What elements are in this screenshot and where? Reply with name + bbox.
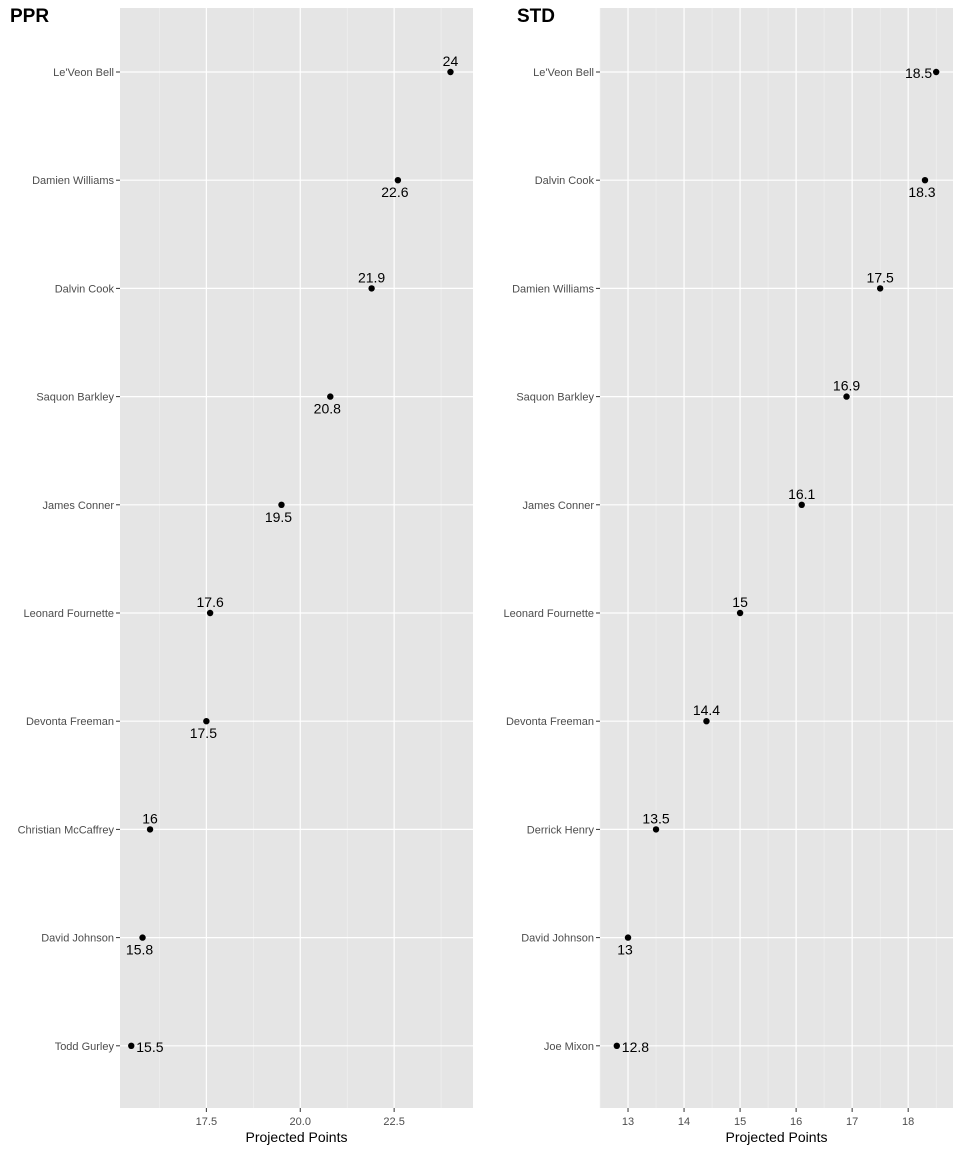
data-label-0-7: 16 bbox=[142, 810, 158, 826]
y-tick-label-0-5: Leonard Fournette bbox=[23, 608, 114, 620]
x-axis-title-1: Projected Points bbox=[726, 1129, 828, 1145]
data-point-0-3 bbox=[327, 393, 334, 400]
data-point-1-3 bbox=[843, 393, 850, 400]
data-point-0-6 bbox=[203, 718, 210, 725]
x-tick-label-1-1: 14 bbox=[678, 1116, 690, 1128]
data-label-1-1: 18.3 bbox=[908, 184, 935, 200]
y-tick-label-1-0: Le'Veon Bell bbox=[533, 67, 594, 79]
data-label-1-5: 15 bbox=[732, 594, 748, 610]
data-label-0-1: 22.6 bbox=[381, 184, 408, 200]
panel-background-0 bbox=[120, 8, 473, 1108]
y-tick-label-0-1: Damien Williams bbox=[32, 175, 114, 187]
x-axis-title-0: Projected Points bbox=[246, 1129, 348, 1145]
data-point-1-6 bbox=[703, 718, 710, 725]
data-point-0-4 bbox=[278, 501, 285, 508]
y-tick-label-1-8: David Johnson bbox=[521, 933, 594, 945]
y-tick-label-0-0: Le'Veon Bell bbox=[53, 67, 114, 79]
x-tick-label-1-3: 16 bbox=[790, 1116, 802, 1128]
data-label-0-6: 17.5 bbox=[190, 725, 217, 741]
data-label-1-7: 13.5 bbox=[642, 810, 669, 826]
data-label-0-3: 20.8 bbox=[314, 401, 341, 417]
chart-title-0: PPR bbox=[10, 6, 49, 27]
y-tick-label-0-9: Todd Gurley bbox=[55, 1041, 115, 1053]
y-tick-label-1-1: Dalvin Cook bbox=[535, 175, 595, 187]
data-label-0-8: 15.8 bbox=[126, 942, 153, 958]
data-point-1-0 bbox=[932, 68, 940, 76]
data-point-1-4 bbox=[798, 501, 805, 508]
data-point-0-5 bbox=[206, 609, 214, 617]
data-point-1-2 bbox=[876, 285, 884, 292]
y-tick-label-1-9: Joe Mixon bbox=[544, 1041, 594, 1053]
y-tick-label-0-8: David Johnson bbox=[41, 933, 114, 945]
data-label-1-2: 17.5 bbox=[867, 269, 894, 285]
data-label-0-5: 17.6 bbox=[197, 594, 224, 610]
x-tick-label-1-2: 15 bbox=[734, 1116, 746, 1128]
data-point-1-5 bbox=[736, 609, 744, 617]
data-point-0-1 bbox=[394, 177, 402, 184]
data-point-1-7 bbox=[652, 826, 660, 833]
y-tick-label-0-4: James Conner bbox=[42, 500, 114, 512]
y-tick-label-1-6: Devonta Freeman bbox=[506, 716, 594, 728]
data-label-1-0: 18.5 bbox=[905, 65, 932, 81]
data-label-1-4: 16.1 bbox=[788, 486, 815, 502]
data-point-1-9 bbox=[613, 1042, 621, 1050]
x-tick-label-1-0: 13 bbox=[622, 1116, 634, 1128]
y-tick-label-0-2: Dalvin Cook bbox=[55, 283, 115, 295]
data-point-0-7 bbox=[146, 826, 154, 833]
y-tick-label-1-4: James Conner bbox=[522, 500, 594, 512]
data-label-1-8: 13 bbox=[617, 942, 633, 958]
x-tick-label-0-1: 20.0 bbox=[290, 1116, 311, 1128]
y-tick-label-1-5: Leonard Fournette bbox=[503, 608, 594, 620]
x-tick-label-0-2: 22.5 bbox=[383, 1116, 404, 1128]
data-label-1-9: 12.8 bbox=[622, 1039, 649, 1055]
y-tick-label-1-3: Saquon Barkley bbox=[516, 392, 594, 404]
y-tick-label-0-7: Christian McCaffrey bbox=[18, 824, 115, 836]
data-point-0-2 bbox=[368, 285, 375, 292]
data-label-0-2: 21.9 bbox=[358, 269, 385, 285]
panel-background-1 bbox=[600, 8, 953, 1108]
data-label-0-0: 24 bbox=[443, 53, 459, 69]
data-point-1-1 bbox=[921, 177, 929, 184]
data-label-1-6: 14.4 bbox=[693, 702, 720, 718]
x-tick-label-1-4: 17 bbox=[846, 1116, 858, 1128]
data-point-1-8 bbox=[624, 934, 632, 941]
x-tick-label-1-5: 18 bbox=[902, 1116, 914, 1128]
data-point-0-0 bbox=[447, 68, 454, 76]
data-point-0-8 bbox=[139, 934, 146, 941]
y-tick-label-1-7: Derrick Henry bbox=[527, 824, 595, 836]
y-tick-label-0-3: Saquon Barkley bbox=[36, 392, 114, 404]
data-point-0-9 bbox=[128, 1042, 135, 1050]
x-tick-label-0-0: 17.5 bbox=[196, 1116, 217, 1128]
chart-title-1: STD bbox=[517, 6, 555, 27]
data-label-1-3: 16.9 bbox=[833, 378, 860, 394]
data-label-0-4: 19.5 bbox=[265, 509, 292, 525]
y-tick-label-1-2: Damien Williams bbox=[512, 283, 594, 295]
y-tick-label-0-6: Devonta Freeman bbox=[26, 716, 114, 728]
data-label-0-9: 15.5 bbox=[136, 1039, 163, 1055]
